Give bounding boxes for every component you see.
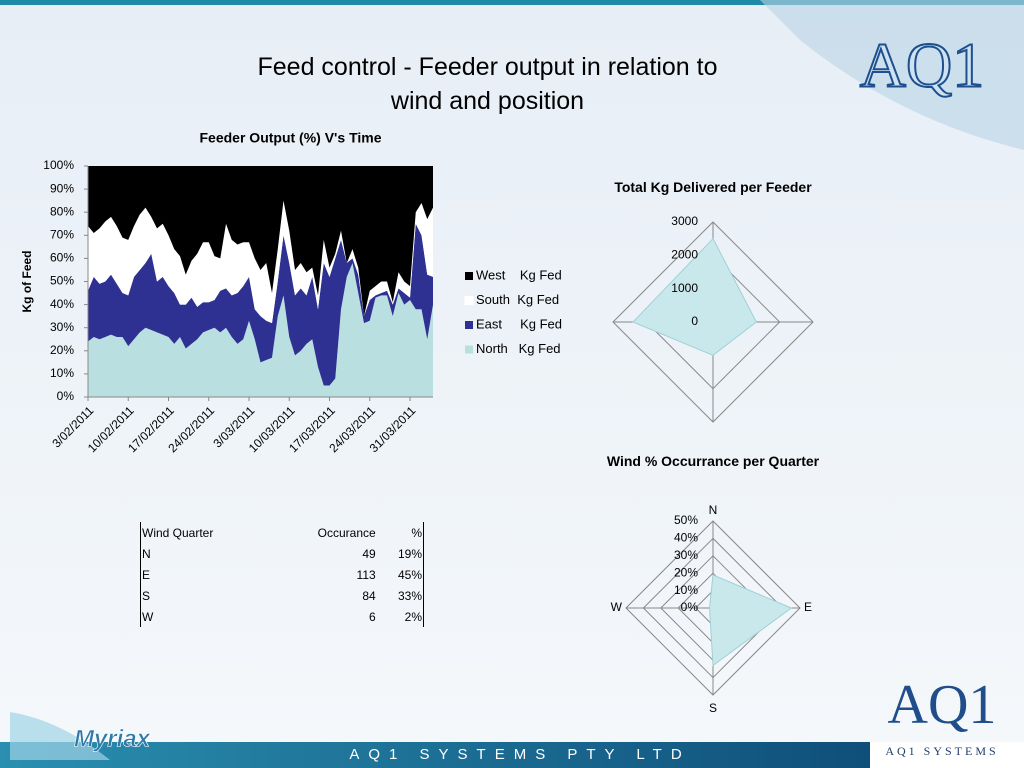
y-tick-label: 90% <box>50 181 74 195</box>
table-cell: S <box>142 588 151 603</box>
y-tick-label: 70% <box>50 227 74 241</box>
r-tick-label: 2000 <box>671 248 698 262</box>
myriax-swoosh <box>10 712 110 760</box>
legend-label: North Kg Fed <box>476 341 561 356</box>
r-tick-label: 20% <box>674 565 698 579</box>
footer-band <box>0 742 870 768</box>
r-tick-label: 10% <box>674 583 698 597</box>
legend-swatch <box>465 321 473 329</box>
legend-swatch <box>465 345 473 354</box>
table-cell: 49 <box>362 546 376 561</box>
area-series <box>88 263 433 397</box>
r-tick-label: 30% <box>674 548 698 562</box>
footer-text: AQ1 SYSTEMS PTY LTD <box>349 746 690 763</box>
slide-title: Feed control - Feeder output in relation… <box>257 53 718 115</box>
bottom-logo: AQ1 <box>888 674 997 736</box>
bottom-caption: AQ1 SYSTEMS <box>885 744 998 758</box>
table-cell: 84 <box>362 588 376 603</box>
top-bar <box>0 0 1024 5</box>
chart-title: Wind % Occurrance per Quarter <box>606 453 820 469</box>
table-row: N 49 19% <box>141 543 424 564</box>
category-label: W <box>611 600 623 614</box>
table-cell: % <box>411 525 422 540</box>
top-decoration <box>760 0 1024 150</box>
table-cell: Occurance <box>317 525 376 540</box>
slide-title-box: Feed control - Feeder output in relation… <box>257 53 718 115</box>
table-cell: 45% <box>397 567 422 582</box>
category-label: S <box>709 701 717 715</box>
table-cell: 2% <box>404 609 422 624</box>
r-tick-label: 40% <box>674 531 698 545</box>
chart-title-box: Total Kg Delivered per Feeder <box>614 179 812 195</box>
footer-logo-bg <box>870 742 1024 768</box>
table-row: E 113 45% <box>141 564 424 585</box>
y-tick-label: 10% <box>50 366 74 380</box>
legend-swatch <box>464 296 474 305</box>
table-cell: 113 <box>356 567 376 582</box>
legend-swatch <box>465 272 473 280</box>
area-series <box>88 166 433 317</box>
table-cell: E <box>142 567 151 582</box>
y-tick-label: 60% <box>50 251 74 265</box>
chart-title-box: Wind % Occurrance per Quarter <box>606 453 820 469</box>
radar-area <box>709 574 793 667</box>
top-logo: AQ1 <box>860 30 984 101</box>
y-tick-label: 0% <box>57 389 75 403</box>
r-tick-label: 0 <box>691 314 698 328</box>
table-cell: 19% <box>397 546 422 561</box>
category-label: N <box>709 503 718 517</box>
wind-table: Wind Quarter Occurance% N 49 19% E 113 45% S 84 33… <box>140 522 424 627</box>
r-tick-label: 0% <box>681 600 699 614</box>
chart-title: Total Kg Delivered per Feeder <box>614 179 812 195</box>
table-cell: 33% <box>397 588 422 603</box>
radar-area <box>632 237 757 356</box>
table-row: W 6 2% <box>141 606 424 627</box>
category-label: E <box>804 600 812 614</box>
y-tick-label: 30% <box>50 320 74 334</box>
myriax-logo: Myriax <box>74 725 152 752</box>
charts: Feeder Output (%) V's Time Kg of Feed 0% 10… <box>20 130 820 715</box>
area-series <box>88 223 433 386</box>
y-tick-label: 100% <box>43 158 74 172</box>
y-tick-label: 40% <box>50 297 74 311</box>
y-axis-label: Kg of Feed <box>20 251 34 313</box>
table-cell: N <box>142 546 151 561</box>
table-host: Wind Quarter Occurance% N 49 19% E 113 45% S 84 33… <box>140 522 426 627</box>
y-tick-label: 20% <box>50 343 74 357</box>
y-tick-label: 50% <box>50 274 74 288</box>
table-cell: Wind Quarter <box>142 525 214 540</box>
y-tick-label: 80% <box>50 204 74 218</box>
chart-title: Feeder Output (%) V's Time <box>200 130 382 146</box>
table-row: S 84 33% <box>141 585 424 606</box>
table-header: Wind Quarter Occurance% <box>141 522 424 543</box>
legend-label: East Kg Fed <box>476 316 562 331</box>
table-box: Wind Quarter Occurance % N 49 19% E 113 45% S 84 33… <box>140 522 426 627</box>
r-tick-label: 50% <box>674 513 698 527</box>
r-tick-label: 1000 <box>671 281 698 295</box>
table-cell: W <box>142 609 154 624</box>
legend-label: South Kg Fed <box>476 292 559 307</box>
r-tick-label: 3000 <box>671 214 698 228</box>
area-series <box>88 200 433 324</box>
table-cell: 6 <box>368 609 376 624</box>
legend-label: West Kg Fed <box>476 267 562 282</box>
